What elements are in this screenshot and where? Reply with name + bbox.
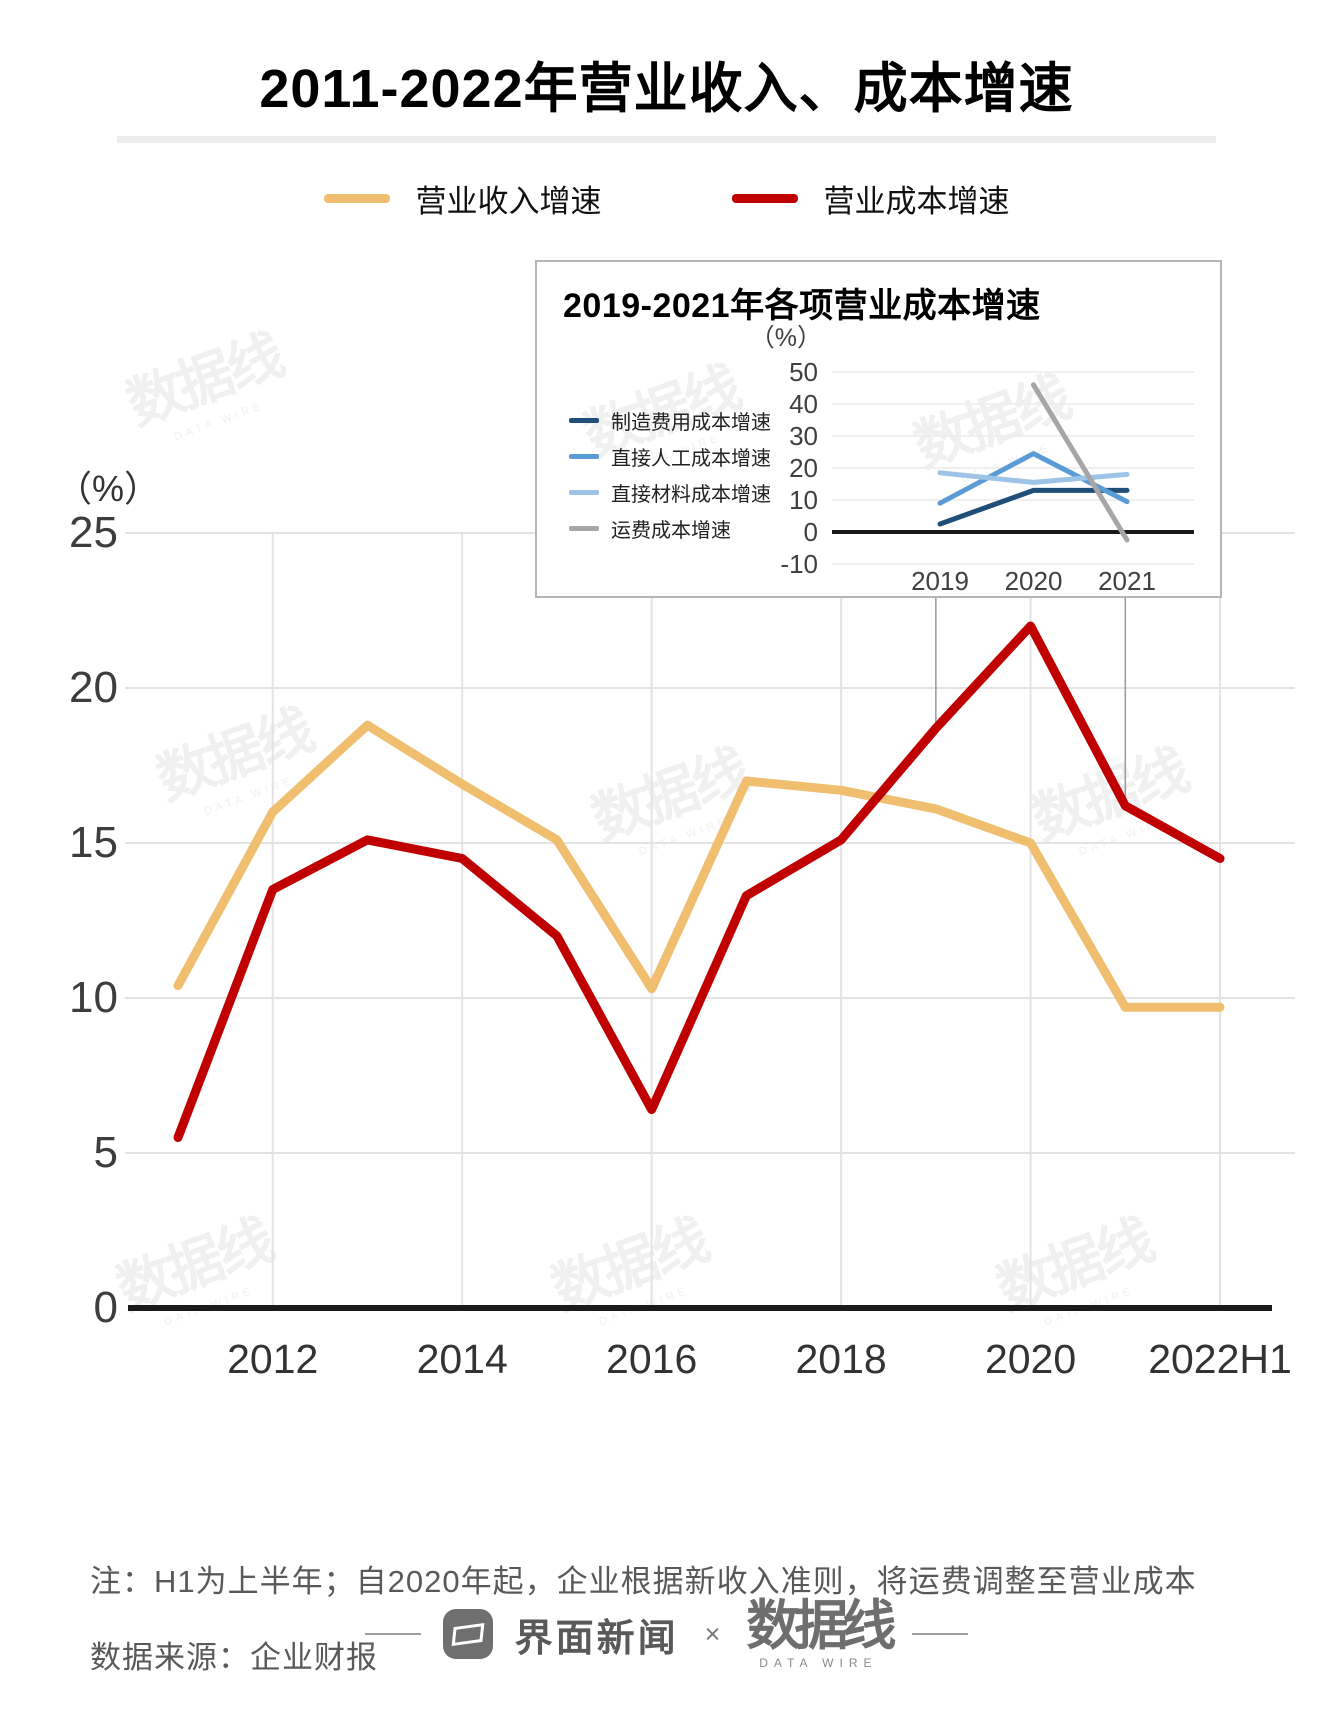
main-y-tick-0: 0 (93, 1283, 118, 1332)
freight-cost-label: 运费成本增速 (611, 519, 731, 542)
cost-line-swatch (731, 194, 798, 203)
inset-title: 2019-2021年各项营业成本增速 (563, 287, 1041, 325)
inset-legend: 制造费用成本增速 直接人工成本增速 直接材料成本增速 运费成本增速 (569, 408, 771, 552)
main-x-tick-2020: 2020 (984, 1336, 1077, 1382)
datawire-watermark: 数据线 DATA WIRE (905, 364, 1077, 486)
inset-y-tick-0: 0 (803, 517, 818, 547)
main-y-tick-15: 15 (69, 818, 118, 867)
main-y-tick-5: 5 (93, 1128, 118, 1177)
legend-item-manufacturing-cost: 制造费用成本增速 (569, 408, 771, 434)
main-unit-label: （%） (56, 468, 161, 509)
inset-x-tick-2020: 2020 (1004, 566, 1063, 596)
inset-chart-panel: 数据线 DATA WIRE 数据线 DATA WIRE 2019-2021年各项营业成… (535, 260, 1222, 598)
cost-legend-label: 营业成本增速 (823, 184, 1010, 219)
jiemian-logo-text: 界面新闻 (514, 1617, 679, 1660)
datawire-logo-text: 数据线 (746, 1596, 896, 1656)
datawire-watermark: 数据线 DATA WIRE (1023, 737, 1195, 859)
datawire-watermark: 数据线 DATA WIRE (988, 1207, 1160, 1329)
inset-y-tick-10: 10 (789, 485, 818, 515)
footer-logos: 界面新闻 × 数据线 DATA WIRE (0, 1598, 1333, 1670)
datawire-logo-subtext: DATA WIRE (759, 1656, 878, 1670)
datawire-watermark: 数据线 DATA WIRE (118, 322, 290, 444)
jiemian-logo-icon (442, 1609, 493, 1659)
inset-y-tick-20: 20 (789, 453, 818, 483)
manufacturing-cost-label: 制造费用成本增速 (611, 411, 771, 434)
main-y-tick-20: 20 (69, 663, 118, 712)
footnote: 注：H1为上半年；自2020年起，企业根据新收入准则，将运费调整至营业成本 (90, 1564, 1197, 1599)
main-x-tick-2012: 2012 (227, 1336, 319, 1382)
direct-labor-cost-label: 直接人工成本增速 (611, 447, 771, 470)
direct-labor-cost-swatch (569, 453, 599, 459)
legend-item-direct-material-cost: 直接材料成本增速 (569, 480, 771, 506)
main-legend: 营业收入增速 营业成本增速 (0, 176, 1333, 221)
datawire-watermark: 数据线 DATA WIRE (108, 1207, 280, 1329)
inset-unit-label: （%） (749, 324, 822, 352)
inset-x-tick-2021: 2021 (1098, 566, 1156, 596)
data-source-note: 数据来源：企业财报 (90, 1640, 378, 1675)
inset-y-tick-50: 50 (789, 357, 818, 387)
legend-item-direct-labor-cost: 直接人工成本增速 (569, 444, 771, 470)
main-y-tick-10: 10 (69, 973, 118, 1022)
main-x-tick-2018: 2018 (795, 1336, 887, 1382)
freight-cost-swatch (569, 525, 599, 531)
main-y-tick-25: 25 (69, 508, 118, 557)
inset-x-tick-2019: 2019 (911, 566, 969, 596)
revenue-legend-label: 营业收入增速 (415, 184, 602, 219)
legend-item-cost: 营业成本增速 (731, 176, 1010, 221)
datawire-watermark: 数据线 DATA WIRE (583, 737, 755, 859)
datawire-watermark: 数据线 DATA WIRE (543, 1207, 715, 1329)
jiemian-screen-glyph (451, 1622, 484, 1646)
datawire-logo: 数据线 DATA WIRE (746, 1596, 896, 1670)
legend-item-freight-cost: 运费成本增速 (569, 516, 771, 542)
inset-y-tick-40: 40 (789, 389, 818, 419)
main-x-tick-2014: 2014 (416, 1336, 508, 1382)
revenue-line-swatch (323, 194, 390, 203)
manufacturing-cost-swatch (569, 417, 599, 423)
inset-y-tick-30: 30 (789, 421, 818, 451)
footer-divider-left (364, 1633, 421, 1635)
title-divider (117, 136, 1216, 143)
direct-material-cost-label: 直接材料成本增速 (611, 483, 771, 506)
inset-y-tick--10: -10 (780, 549, 818, 579)
datawire-watermark: 数据线 DATA WIRE (148, 697, 320, 819)
footer-separator: × (704, 1618, 721, 1649)
page-title: 2011-2022年营业收入、成本增速 (259, 59, 1074, 119)
footer-divider-right (912, 1633, 969, 1635)
direct-material-cost-swatch (569, 489, 599, 495)
legend-item-revenue: 营业收入增速 (323, 176, 602, 221)
main-x-tick-2016: 2016 (606, 1336, 698, 1382)
main-x-tick-2022H1: 2022H1 (1148, 1336, 1292, 1382)
